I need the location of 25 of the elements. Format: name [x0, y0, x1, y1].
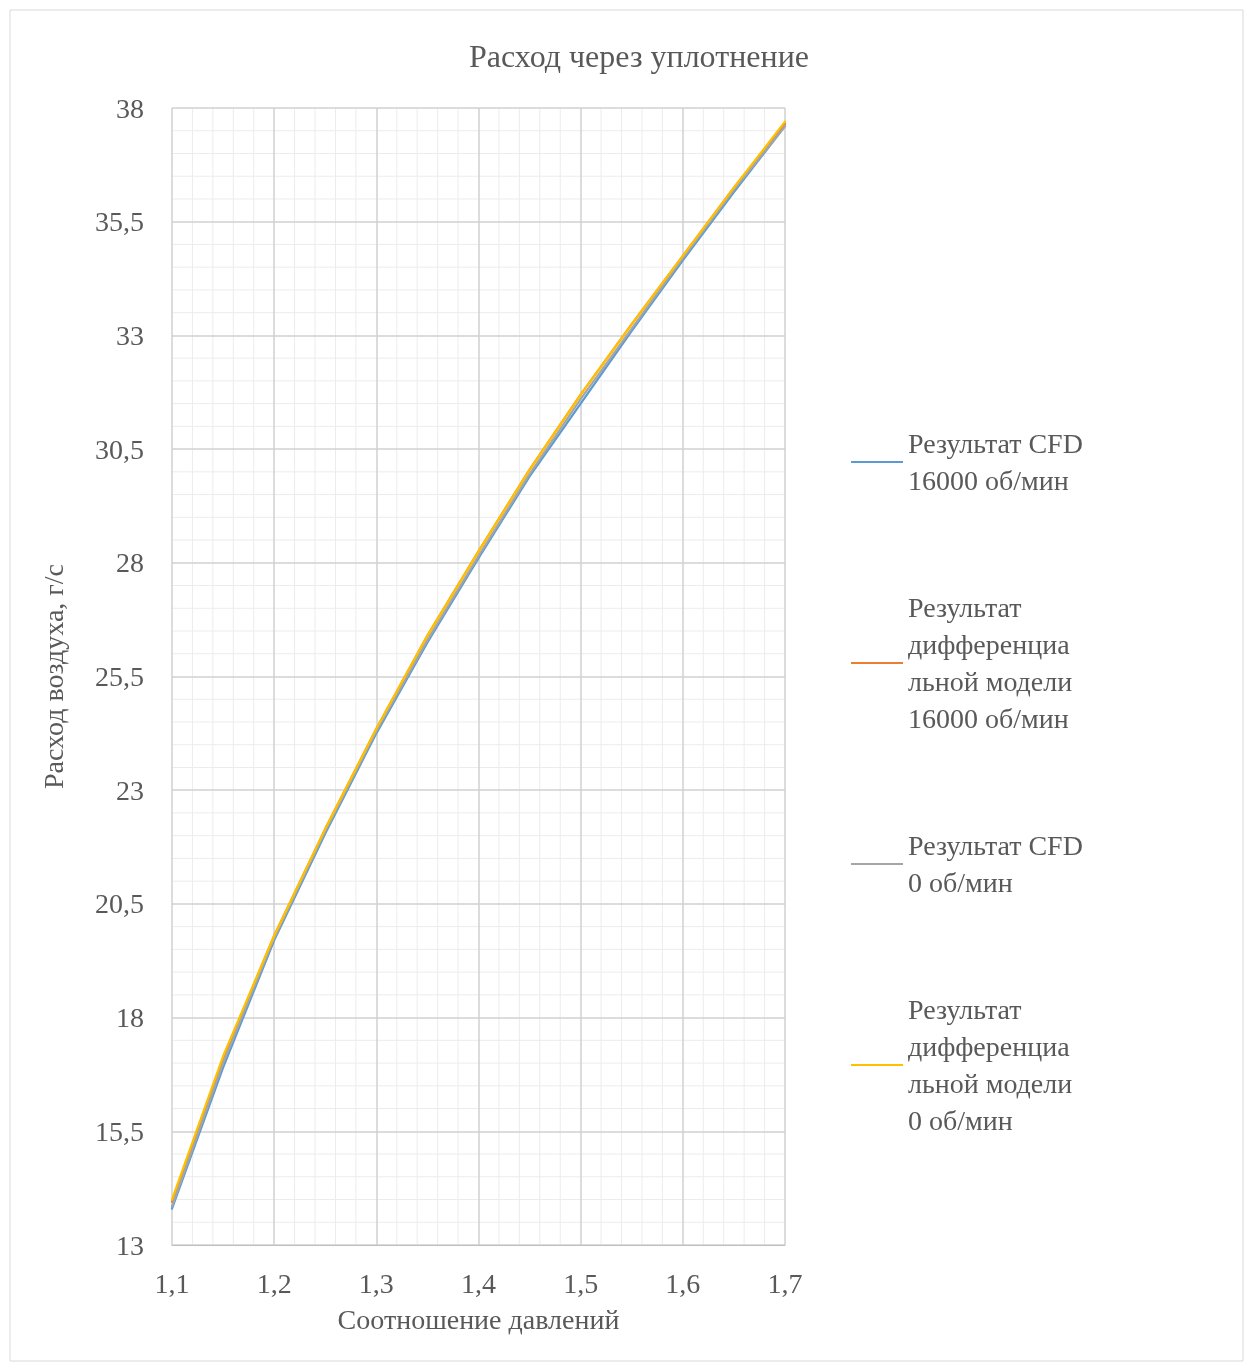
x-tick-label: 1,7: [767, 1267, 803, 1299]
y-tick-label: 23: [116, 774, 144, 806]
x-tick-label: 1,5: [563, 1267, 599, 1299]
y-tick-label: 13: [116, 1229, 144, 1261]
y-tick-label: 20,5: [95, 888, 144, 920]
x-tick-label: 1,2: [256, 1267, 292, 1299]
y-tick-label: 33: [116, 319, 144, 351]
x-axis-title: Соотношение давлений: [337, 1303, 620, 1335]
chart-title: Расход через уплотнение: [469, 38, 809, 74]
x-tick-label: 1,4: [461, 1267, 496, 1299]
y-tick-label: 25,5: [95, 661, 144, 692]
legend-label: Результат CFD 0 об/мин: [908, 830, 1090, 898]
legend-label: Результат дифференциальной модели 0 об/мин: [908, 994, 1080, 1136]
x-tick-label: 1,3: [358, 1267, 394, 1299]
y-tick-label: 38: [116, 92, 144, 124]
y-tick-label: 15,5: [95, 1115, 144, 1147]
legend-label: Результат CFD 16000 об/мин: [908, 428, 1090, 496]
y-axis-title: Расход воздуха, г/с: [37, 563, 69, 790]
y-tick-label: 18: [116, 1002, 144, 1034]
y-tick-label: 30,5: [95, 433, 144, 465]
legend-label: Результат дифференциальной модели 16000 об/мин: [908, 592, 1080, 734]
y-tick-label: 28: [116, 547, 144, 579]
x-tick-label: 1,6: [665, 1267, 701, 1299]
y-tick-label: 35,5: [95, 206, 144, 238]
x-tick-label: 1,1: [154, 1267, 190, 1299]
